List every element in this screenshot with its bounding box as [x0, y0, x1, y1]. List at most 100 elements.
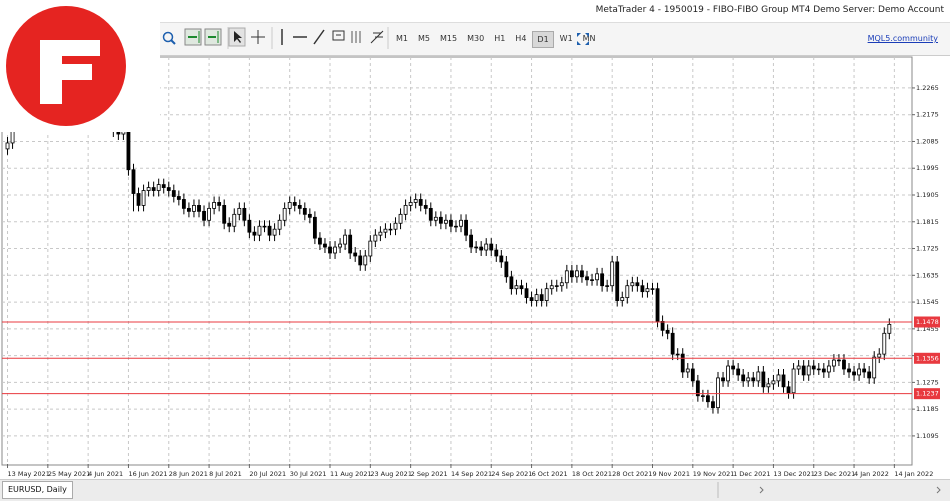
candle-body [665, 329, 670, 334]
candle-body [323, 243, 327, 248]
candle-body [585, 276, 589, 281]
candle-body [156, 184, 161, 191]
candle-body [474, 246, 479, 249]
candle-body [564, 270, 569, 284]
y-tick-label: 1.1185 [916, 405, 939, 413]
autoscroll-button[interactable] [184, 28, 202, 46]
candle-body [242, 207, 247, 221]
candle-body [771, 380, 776, 385]
candle-body [887, 323, 892, 334]
candle-body [151, 187, 156, 191]
fibo-button[interactable] [370, 30, 384, 44]
candle-body [227, 222, 232, 227]
y-tick-label: 1.1905 [916, 191, 939, 199]
x-tick-label: 14 Jan 2022 [894, 470, 933, 478]
candle-body [660, 321, 665, 331]
candle-body [187, 207, 191, 212]
candle-body [428, 207, 433, 221]
candle-body [620, 297, 625, 301]
period-button[interactable]: D1 [532, 31, 554, 48]
x-tick-label: 9 Nov 2021 [652, 470, 690, 478]
candle-body [590, 279, 594, 281]
period-button[interactable]: H4 [515, 34, 527, 43]
y-tick-label: 1.1095 [916, 432, 939, 440]
candle-body [847, 368, 851, 373]
candle-body [393, 222, 398, 230]
x-tick-label: 28 Jun 2021 [169, 470, 208, 478]
candle-body [595, 273, 599, 281]
cursor-button[interactable] [228, 27, 246, 47]
period-button[interactable]: W1 [559, 34, 573, 43]
period-button[interactable]: M15 [440, 34, 458, 43]
x-tick-label: 14 Sep 2021 [451, 470, 492, 478]
candle-body [5, 142, 10, 150]
candle-body [181, 199, 186, 209]
x-tick-label: 11 Aug 2021 [330, 470, 372, 478]
crosshair-button[interactable] [251, 30, 265, 44]
candle-body [217, 202, 222, 206]
candle-body [297, 205, 302, 209]
candle-body [494, 249, 499, 257]
candle-body [237, 207, 242, 215]
x-tick-label: 1 Dec 2021 [733, 470, 770, 478]
x-tick-label: 8 Jul 2021 [209, 470, 242, 478]
period-button[interactable]: M1 [396, 34, 408, 43]
y-tick-label: 1.1815 [916, 218, 939, 226]
zoom-button[interactable] [162, 31, 176, 45]
period-button[interactable]: M30 [467, 34, 485, 43]
candle-body [358, 255, 363, 266]
candle-body [192, 205, 196, 212]
candle-body [575, 270, 579, 278]
candle-body [312, 216, 317, 239]
candle-body [489, 243, 494, 251]
candle-body [292, 202, 297, 206]
fullscreen-button[interactable] [576, 32, 590, 46]
candle-body [514, 285, 519, 290]
candle-body [700, 395, 705, 397]
candle-body [176, 196, 181, 200]
candle-body [222, 205, 227, 224]
candle-body [534, 294, 539, 301]
candle-body [695, 380, 700, 397]
candle-body [166, 187, 171, 191]
candle-body [454, 225, 458, 228]
text-button[interactable] [332, 30, 345, 41]
candle-body [801, 365, 806, 376]
candle-body [625, 285, 630, 299]
candle-body [872, 356, 877, 379]
candle-body [302, 207, 307, 215]
mql5-link[interactable]: MQL5.community [867, 34, 938, 43]
candle-body [746, 377, 751, 382]
candle-body [353, 252, 358, 257]
tab-scroll [717, 482, 941, 498]
candle-body [580, 270, 584, 278]
candle-body [333, 246, 337, 254]
level-label: 1.1356 [916, 354, 939, 362]
level-label: 1.1478 [916, 318, 939, 326]
channel-button[interactable] [351, 31, 361, 43]
candle-body [751, 377, 756, 382]
candle-body [449, 219, 453, 227]
period-button[interactable]: M5 [418, 34, 430, 43]
candle-body [781, 374, 786, 388]
candle-body [539, 294, 544, 301]
candle-body [373, 234, 378, 242]
candle-body [615, 261, 620, 301]
period-button[interactable]: MN [582, 34, 596, 43]
candle-body [806, 365, 811, 376]
candle-body [655, 288, 660, 322]
candle-body [736, 368, 741, 376]
window-title: MetaTrader 4 - 1950019 - FIBO-FIBO Group… [595, 5, 944, 15]
candle-body [569, 270, 574, 278]
candle-body [630, 282, 635, 287]
title-bar: MetaTrader 4 - 1950019 - FIBO-FIBO Group… [0, 0, 950, 23]
chart-tab[interactable]: EURUSD, Daily [2, 481, 73, 499]
candle-body [529, 297, 534, 301]
trendline-button[interactable] [313, 29, 325, 45]
shift-button[interactable] [204, 28, 222, 46]
toolbar-icons [162, 27, 389, 49]
candle-body [197, 205, 201, 212]
y-tick-label: 1.2175 [916, 111, 939, 119]
period-button[interactable]: H1 [494, 34, 506, 43]
x-tick-label: 4 Jun 2021 [88, 470, 123, 478]
